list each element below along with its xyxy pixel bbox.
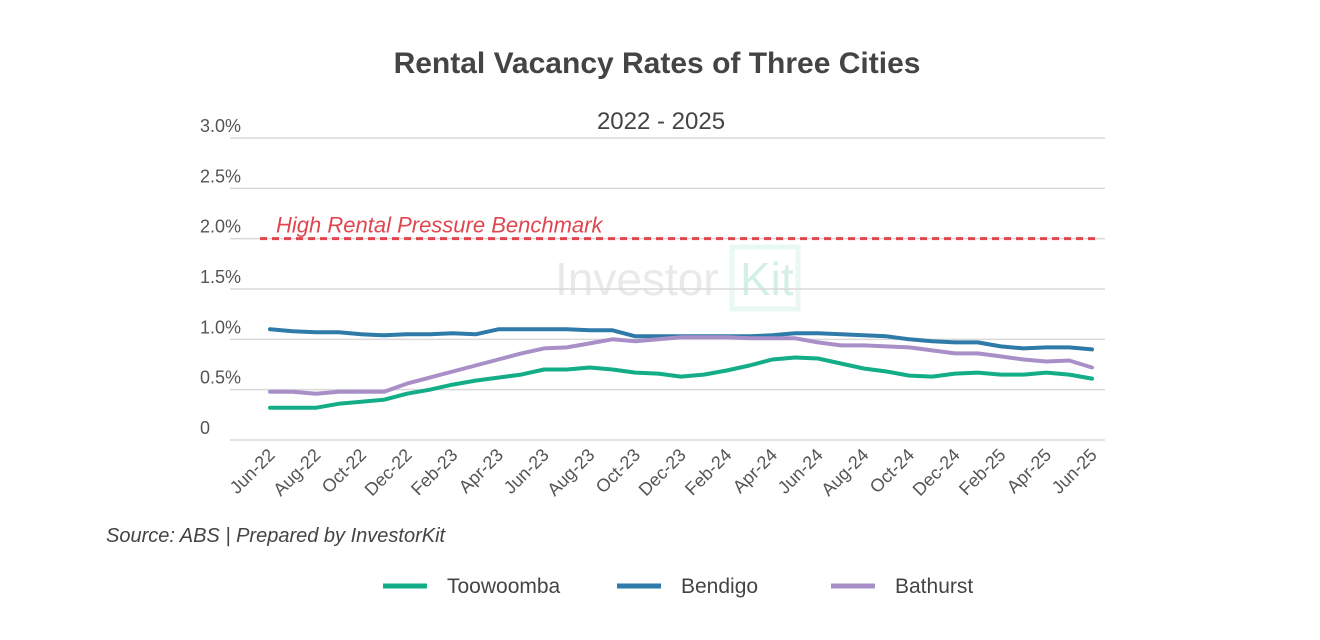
x-tick-label: Jun-22 [226, 445, 279, 498]
x-tick-label: Dec-23 [635, 445, 690, 500]
legend-item-bendigo: Bendigo [617, 575, 758, 598]
series-line-bathurst [268, 335, 1094, 396]
x-tick-label: Aug-22 [269, 445, 324, 500]
series-line-toowoomba [268, 355, 1094, 410]
y-tick-label: 2.5% [200, 166, 241, 186]
y-tick-label: 0.5% [200, 368, 241, 388]
y-tick-label: 1.5% [200, 267, 241, 287]
x-tick-label: Apr-25 [1003, 445, 1055, 497]
x-tick-label: Dec-24 [909, 445, 964, 500]
y-tick-label: 2.0% [200, 217, 241, 237]
legend-label: Bathurst [895, 575, 973, 598]
x-tick-label: Feb-24 [681, 445, 735, 499]
x-tick-label: Jun-25 [1048, 445, 1101, 498]
benchmark-label: High Rental Pressure Benchmark [276, 213, 603, 238]
x-tick-label: Feb-23 [407, 445, 461, 499]
x-tick-label: Apr-24 [729, 445, 781, 497]
source-note: Source: ABS | Prepared by InvestorKit [106, 525, 447, 547]
x-tick-label: Aug-24 [817, 445, 872, 500]
x-tick-label: Aug-23 [543, 445, 598, 500]
legend-label: Toowoomba [447, 575, 561, 598]
x-tick-label: Jun-23 [500, 445, 553, 498]
y-tick-label: 1.0% [200, 317, 241, 337]
x-tick-label: Jun-24 [774, 445, 827, 498]
chart-subtitle: 2022 - 2025 [597, 108, 725, 135]
x-tick-label: Feb-25 [955, 445, 1009, 499]
x-tick-label: Dec-22 [361, 445, 416, 500]
y-tick-label: 3.0% [200, 116, 241, 136]
legend-label: Bendigo [681, 575, 758, 598]
x-tick-label: Oct-24 [866, 445, 918, 497]
watermark-logo: Investor Kit [555, 244, 801, 312]
legend-item-bathurst: Bathurst [831, 575, 973, 598]
x-tick-label: Apr-23 [455, 445, 507, 497]
svg-text:Investor: Investor [555, 253, 719, 305]
legend-item-toowoomba: Toowoomba [383, 575, 561, 598]
svg-text:Kit: Kit [740, 253, 794, 305]
chart-title: Rental Vacancy Rates of Three Cities [394, 47, 921, 80]
y-tick-label: 0 [200, 418, 210, 438]
x-tick-label: Oct-23 [592, 445, 644, 497]
x-tick-label: Oct-22 [318, 445, 370, 497]
